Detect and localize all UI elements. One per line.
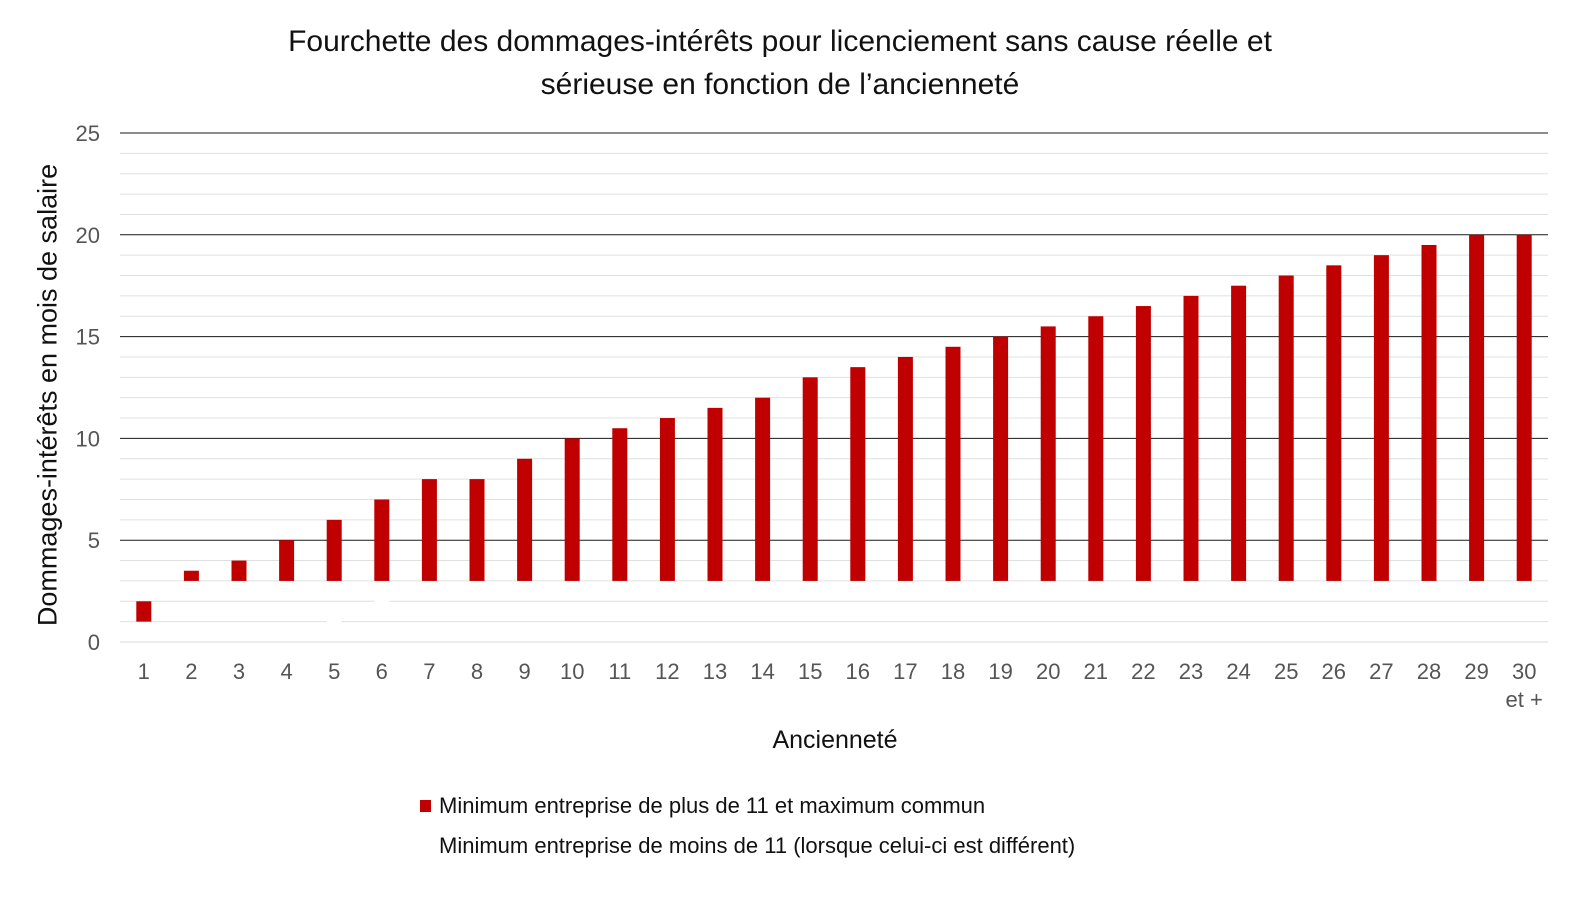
bar — [183, 570, 199, 581]
chart-title: Fourchette des dommages-intérêts pour li… — [130, 20, 1430, 106]
x-tick-label: 15 — [798, 659, 822, 684]
bar — [802, 377, 818, 581]
x-tick-label: 19 — [988, 659, 1012, 684]
bar — [755, 397, 771, 581]
x-tick-label: 8 — [471, 659, 483, 684]
x-tick-label: 5 — [328, 659, 340, 684]
legend-swatch-white — [420, 840, 431, 852]
x-tick-label: 24 — [1226, 659, 1250, 684]
legend: Minimum entreprise de plus de 11 et maxi… — [420, 792, 1075, 872]
y-tick-label: 10 — [76, 426, 100, 451]
x-tick-label: 7 — [423, 659, 435, 684]
min-mark — [231, 630, 247, 634]
bar — [659, 418, 675, 581]
x-tick-label: 25 — [1274, 659, 1298, 684]
x-tick-label: 21 — [1084, 659, 1108, 684]
bars — [136, 234, 1532, 634]
y-tick-label: 20 — [76, 223, 100, 248]
bar — [1135, 306, 1151, 581]
bar — [945, 346, 961, 581]
bar — [231, 560, 247, 581]
x-tick-label: 26 — [1322, 659, 1346, 684]
bar — [279, 540, 295, 581]
x-tick-label: 14 — [750, 659, 774, 684]
x-axis-label: Ancienneté — [772, 726, 898, 754]
bar — [517, 458, 533, 581]
bar — [421, 479, 437, 581]
bar — [1088, 316, 1104, 581]
chart-title-line-1: Fourchette des dommages-intérêts pour li… — [288, 25, 1272, 58]
x-tick-label: 18 — [941, 659, 965, 684]
bar — [897, 356, 913, 581]
bar — [850, 367, 866, 581]
bar — [1421, 244, 1437, 581]
x-tick-label: 9 — [518, 659, 530, 684]
x-tick-label: 29 — [1464, 659, 1488, 684]
bar — [1516, 234, 1532, 581]
bar — [993, 336, 1009, 581]
y-tick-label: 5 — [88, 528, 100, 553]
bar — [1183, 295, 1199, 581]
x-tick-label: 16 — [846, 659, 870, 684]
legend-item-max: Minimum entreprise de plus de 11 et maxi… — [420, 792, 1075, 820]
x-tick-label: 20 — [1036, 659, 1060, 684]
legend-label-min-small: Minimum entreprise de moins de 11 (lorsq… — [439, 833, 1076, 858]
minor-gridlines — [120, 152, 1548, 623]
bar — [707, 407, 723, 581]
x-tick-labels: 1 2 3 4 5 6 7 8 9 10 11 12 13 14 15 16 17 18 19 20 21 22 23 24 2… — [138, 659, 1543, 712]
chart-title-line-2: sérieuse en fonction de l’ancienneté — [540, 68, 1020, 101]
x-tick-label: 6 — [376, 659, 388, 684]
x-tick-label: 27 — [1369, 659, 1393, 684]
legend-item-min-small: Minimum entreprise de moins de 11 (lorsq… — [420, 832, 1075, 860]
x-tick-label: 22 — [1131, 659, 1155, 684]
min-mark — [326, 620, 342, 624]
bar — [136, 601, 152, 622]
x-tick-label: 12 — [655, 659, 679, 684]
y-tick-label: 15 — [76, 325, 100, 350]
x-tick-label: 4 — [280, 659, 292, 684]
x-tick-label: 10 — [560, 659, 584, 684]
x-tick-label: 2 — [185, 659, 197, 684]
legend-swatch-red — [420, 800, 431, 812]
x-tick-label: 11 — [608, 659, 631, 684]
y-tick-label: 25 — [76, 121, 100, 146]
x-tick-label-suffix: et + — [1506, 687, 1543, 712]
min-mark — [374, 599, 390, 603]
x-tick-label: 1 — [138, 659, 150, 684]
x-tick-label: 28 — [1417, 659, 1441, 684]
major-gridlines — [120, 132, 1548, 643]
bar — [1469, 234, 1485, 581]
x-tick-label: 13 — [703, 659, 727, 684]
bar — [1278, 275, 1294, 581]
x-tick-label: 3 — [233, 659, 245, 684]
bar — [326, 519, 342, 581]
bar — [374, 499, 390, 581]
bar — [1231, 285, 1247, 581]
bar — [1326, 265, 1342, 581]
bar — [469, 479, 485, 581]
y-tick-label: 0 — [88, 630, 100, 655]
x-tick-label: 23 — [1179, 659, 1203, 684]
min-mark — [279, 630, 295, 634]
bar — [1040, 326, 1056, 581]
y-tick-labels: 0 5 10 15 20 25 — [76, 121, 100, 655]
min-mark — [183, 630, 199, 634]
legend-label-max: Minimum entreprise de plus de 11 et maxi… — [439, 793, 986, 818]
bar — [612, 428, 628, 581]
bar — [1373, 255, 1389, 581]
x-tick-label: 30 — [1512, 659, 1536, 684]
x-tick-label: 17 — [893, 659, 917, 684]
bar — [564, 438, 580, 581]
